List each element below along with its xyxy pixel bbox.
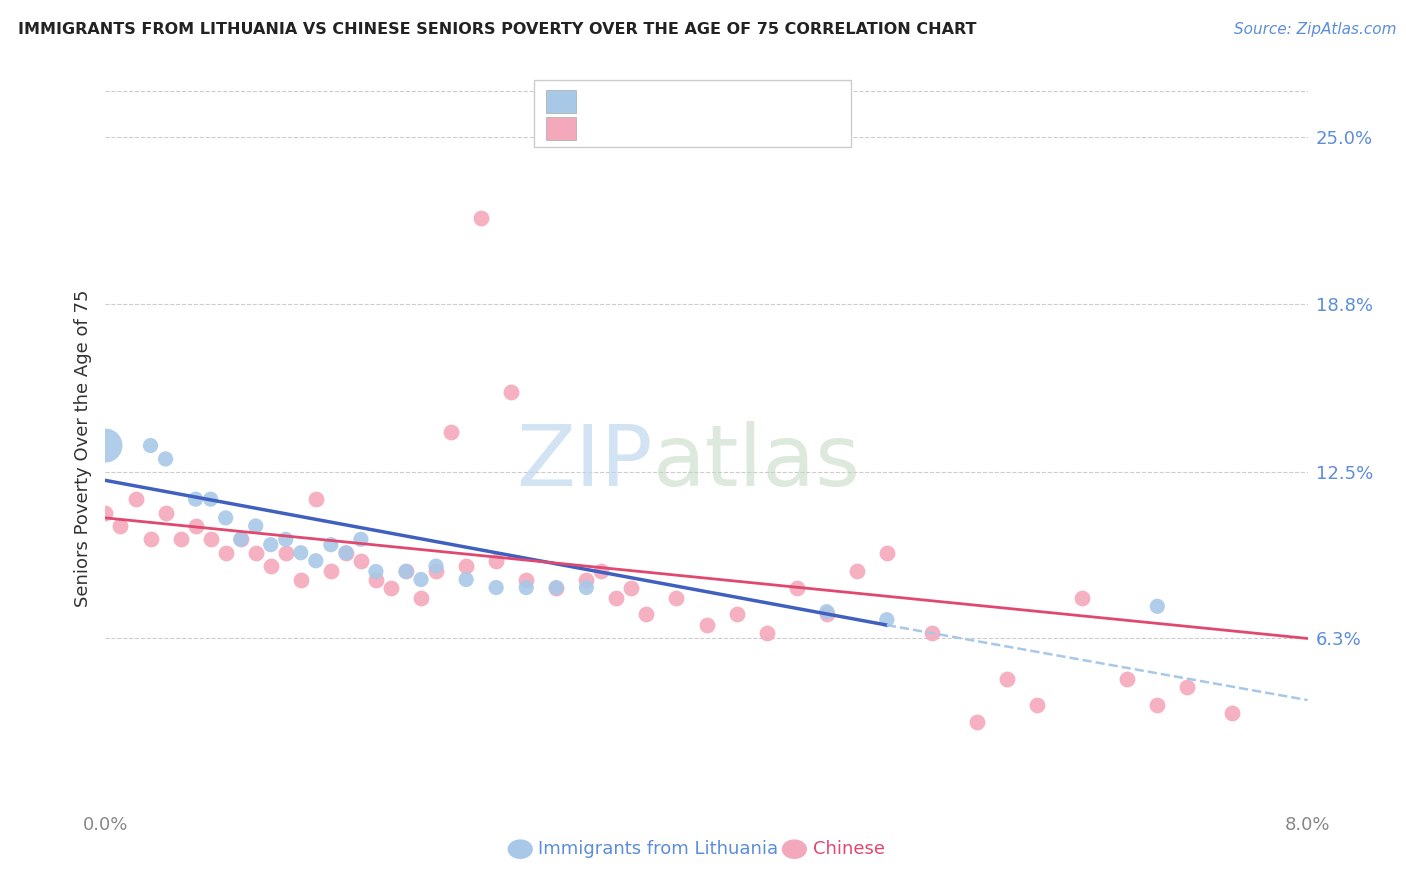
Point [966,714,988,729]
Point [305,492,328,507]
Point [501,384,523,399]
Text: 52: 52 [728,119,754,136]
Point [591,565,613,579]
Point [169,533,191,547]
Point [94,438,117,452]
Point [1146,599,1168,614]
Point [470,211,492,225]
Point [665,591,688,606]
Point [319,565,342,579]
Text: R =: R = [585,91,624,109]
Point [229,533,252,547]
Point [319,538,342,552]
Point [139,533,162,547]
Point [409,573,432,587]
Text: IMMIGRANTS FROM LITHUANIA VS CHINESE SENIORS POVERTY OVER THE AGE OF 75 CORRELAT: IMMIGRANTS FROM LITHUANIA VS CHINESE SEN… [18,22,977,37]
Point [845,565,868,579]
Point [274,533,297,547]
Point [184,492,207,507]
Point [1222,706,1244,721]
Point [425,559,447,574]
Point [605,591,627,606]
Point [274,546,297,560]
Point [815,607,838,622]
Point [636,607,658,622]
Text: 27: 27 [728,91,754,109]
Point [245,519,267,533]
Point [200,533,222,547]
Text: Immigrants from Lithuania: Immigrants from Lithuania [538,840,779,858]
Point [515,573,537,587]
Point [155,452,177,467]
Point [485,581,508,595]
Point [786,581,808,595]
Point [395,565,418,579]
Point [260,538,283,552]
Point [110,519,132,533]
Point [305,554,328,568]
Point [335,546,357,560]
Text: N =: N = [696,91,735,109]
Point [409,591,432,606]
Point [350,554,373,568]
Text: N =: N = [696,119,735,136]
Point [755,626,778,640]
Point [1026,698,1049,713]
Point [815,605,838,619]
Point [575,573,598,587]
Point [485,554,508,568]
Point [876,613,898,627]
Point [350,533,373,547]
Point [335,546,357,560]
Point [546,581,568,595]
Text: −-0.133: −-0.133 [612,119,692,136]
Text: Chinese: Chinese [813,840,884,858]
Point [184,519,207,533]
Point [214,546,236,560]
Point [364,573,387,587]
Point [260,559,283,574]
Point [876,546,898,560]
Text: −-0.467: −-0.467 [612,91,692,109]
Point [380,581,402,595]
Point [290,573,312,587]
Point [1071,591,1094,606]
Text: R =: R = [585,119,624,136]
Point [1146,698,1168,713]
Point [620,581,643,595]
Point [290,546,312,560]
Point [515,581,537,595]
Point [124,492,146,507]
Point [94,506,117,520]
Point [921,626,943,640]
Point [1116,672,1139,686]
Text: ZIP: ZIP [516,421,652,504]
Point [440,425,463,439]
Point [696,618,718,632]
Point [364,565,387,579]
Point [200,492,222,507]
Point [454,573,477,587]
Text: Source: ZipAtlas.com: Source: ZipAtlas.com [1233,22,1396,37]
Point [1175,680,1198,694]
Y-axis label: Seniors Poverty Over the Age of 75: Seniors Poverty Over the Age of 75 [73,290,91,607]
Point [725,607,748,622]
Point [546,581,568,595]
Point [155,506,177,520]
Point [229,533,252,547]
Point [214,511,236,525]
Point [454,559,477,574]
Point [425,565,447,579]
Point [575,581,598,595]
Point [139,438,162,452]
Point [395,565,418,579]
Point [245,546,267,560]
Point [995,672,1018,686]
Text: atlas: atlas [652,421,860,504]
